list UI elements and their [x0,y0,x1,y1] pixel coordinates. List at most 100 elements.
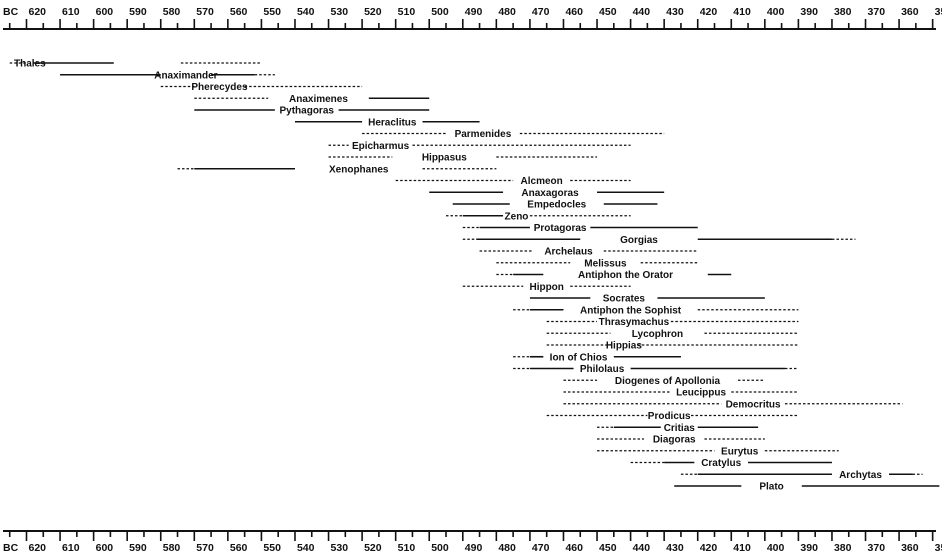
philosopher-name: Heraclitus [368,117,417,128]
top-tick-label: 620 [28,6,46,18]
philosopher-name: Antiphon the Sophist [580,305,682,316]
top-tick-label: 600 [96,6,114,18]
bottom-tick-label: 520 [364,542,382,554]
bottom-tick-label: 490 [465,542,483,554]
top-era-label: BC [3,6,19,18]
bottom-tick-label: 500 [431,542,449,554]
row-ion-of-chios: Ion of Chios [513,352,681,363]
philosopher-name: Parmenides [455,129,512,140]
philosopher-name: Thrasymachus [599,317,670,328]
philosopher-name: Melissus [584,258,627,269]
philosopher-name: Alcmeon [521,176,563,187]
bottom-tick-label: 600 [96,542,114,554]
philosopher-name: Democritus [726,399,781,410]
bottom-tick-label: 450 [599,542,617,554]
bottom-tick-label: 370 [868,542,886,554]
philosopher-name: Antiphon the Orator [578,270,673,281]
row-cratylus: Cratylus [630,458,832,469]
bottom-tick-label: 390 [800,542,818,554]
row-diogenes-of-apollonia: Diogenes of Apollonia [563,376,765,387]
top-tick-label: 450 [599,6,617,18]
row-pherecydes: Pherecydes [160,82,363,93]
row-alcmeon: Alcmeon [395,176,631,187]
row-melissus: Melissus [496,258,698,269]
row-prodicus: Prodicus [546,411,799,422]
philosopher-name: Philolaus [580,364,625,375]
row-critias: Critias [597,423,759,434]
bottom-tick-label: 590 [129,542,147,554]
top-tick-label: 530 [331,6,349,18]
bottom-tick-label: 480 [498,542,516,554]
top-tick-label: 570 [196,6,214,18]
top-tick-label: 360 [901,6,919,18]
row-philolaus: Philolaus [513,364,799,375]
bottom-tick-label: 420 [700,542,718,554]
top-tick-label: 540 [297,6,315,18]
philosopher-name: Xenophanes [329,164,389,175]
top-tick-label: 410 [733,6,751,18]
philosopher-name: Protagoras [534,223,587,234]
philosopher-name: Ion of Chios [550,352,608,363]
top-tick-label: 430 [666,6,684,18]
row-democritus: Democritus [563,399,903,410]
top-axis: BC 620 610 600 590 580 570 560 550 540 530 520 510 50… [3,6,942,30]
philosopher-name: Lycophron [632,329,683,340]
row-anaximenes: Anaximenes [194,94,430,105]
row-plato: Plato [674,482,940,493]
philosopher-name: Gorgias [620,235,658,246]
row-anaximander: Anaximander [60,70,275,81]
bottom-tick-label: 540 [297,542,315,554]
bottom-tick-label: 510 [398,542,416,554]
row-thales: Thales [9,59,262,70]
top-tick-label: 380 [834,6,852,18]
philosopher-name: Hippon [529,282,563,293]
top-tick-label: 440 [633,6,651,18]
top-tick-label: 490 [465,6,483,18]
row-xenophanes: Xenophanes [177,164,497,175]
philosopher-name: Diagoras [653,435,696,446]
bottom-tick-label: 570 [196,542,214,554]
top-tick-label: 480 [498,6,516,18]
bottom-tick-label: 360 [901,542,919,554]
row-pythagoras: Pythagoras [194,106,430,117]
bottom-tick-label: 410 [733,542,751,554]
top-tick-label: 350 [935,6,942,18]
bottom-tick-label: 430 [666,542,684,554]
philosopher-name: Anaximander [154,70,217,81]
row-empedocles: Empedocles [452,200,658,211]
philosopher-name: Pythagoras [279,106,334,117]
row-anaxagoras: Anaxagoras [429,188,665,199]
philosopher-name: Anaximenes [289,94,348,105]
bottom-tick-label: 440 [633,542,651,554]
row-hippias: Hippias [546,341,799,352]
row-socrates: Socrates [529,294,765,305]
philosopher-name: Epicharmus [352,141,410,152]
bottom-tick-label: 530 [331,542,349,554]
bottom-tick-label: 550 [263,542,281,554]
row-archelaus: Archelaus [479,247,698,258]
bottom-era-label: BC [3,542,19,554]
philosopher-name: Critias [664,423,696,434]
philosopher-name: Leucippus [676,388,726,399]
bottom-tick-label: 350 [935,542,942,554]
philosopher-name: Eurytus [721,446,759,457]
top-tick-label: 400 [767,6,785,18]
bottom-tick-label: 580 [163,542,181,554]
philosopher-name: Thales [14,59,46,70]
row-heraclitus: Heraclitus [294,117,480,128]
bottom-tick-label: 400 [767,542,785,554]
top-tick-label: 500 [431,6,449,18]
bottom-tick-label: 460 [565,542,583,554]
bottom-tick-label: 470 [532,542,550,554]
bottom-tick-label: 620 [28,542,46,554]
philosopher-name: Empedocles [527,200,586,211]
row-thrasymachus: Thrasymachus [546,317,799,328]
top-tick-label: 580 [163,6,181,18]
philosopher-name: Pherecydes [191,82,248,93]
philosopher-name: Prodicus [648,411,691,422]
row-archytas: Archytas [680,470,923,481]
philosopher-name: Hippias [606,341,643,352]
top-tick-label: 610 [62,6,80,18]
row-diagoras: Diagoras [597,435,765,446]
